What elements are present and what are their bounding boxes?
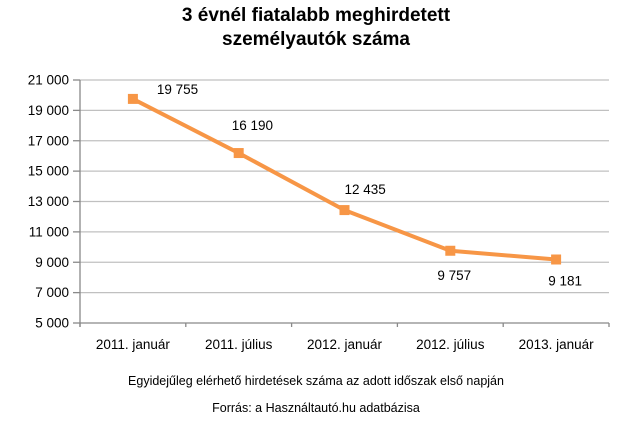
y-axis-tick-label: 19 000: [28, 103, 69, 118]
data-point-label: 9 181: [548, 274, 582, 289]
y-axis-tick-label: 7 000: [35, 285, 69, 300]
data-point-marker: [127, 93, 138, 104]
data-point-marker: [551, 254, 562, 265]
y-axis-tick-label: 13 000: [28, 194, 69, 209]
chart-footer-note: Egyidejűleg elérhető hirdetések száma az…: [128, 374, 504, 388]
data-point-marker: [339, 205, 350, 216]
y-axis-tick-label: 9 000: [35, 255, 69, 270]
x-axis-category-label: 2011. július: [205, 337, 273, 352]
chart-footer-source: Forrás: a Használtautó.hu adatbázisa: [212, 401, 420, 415]
data-point-label: 9 757: [437, 268, 471, 283]
data-line: [130, 96, 559, 262]
chart-title: 3 évnél fiatalabb meghirdetett személyau…: [181, 5, 451, 50]
y-axis-tick-label: 11 000: [29, 224, 69, 239]
y-axis-tick-label: 15 000: [28, 164, 69, 179]
data-point-label: 19 755: [157, 82, 198, 97]
data-point-label: 12 435: [345, 182, 386, 197]
x-axis-category-label: 2012. július: [416, 337, 485, 352]
data-point-marker: [445, 245, 456, 256]
x-axis-category-label: 2012. január: [307, 337, 383, 352]
y-axis-tick-label: 17 000: [28, 133, 69, 148]
y-axis-tick-label: 5 000: [35, 316, 69, 331]
data-point-label: 16 190: [232, 118, 273, 133]
data-point-marker: [233, 148, 244, 159]
x-axis-category-label: 2013. január: [519, 337, 595, 352]
x-axis-category-label: 2011. január: [96, 337, 171, 352]
y-axis-tick-label: 21 000: [28, 73, 69, 88]
